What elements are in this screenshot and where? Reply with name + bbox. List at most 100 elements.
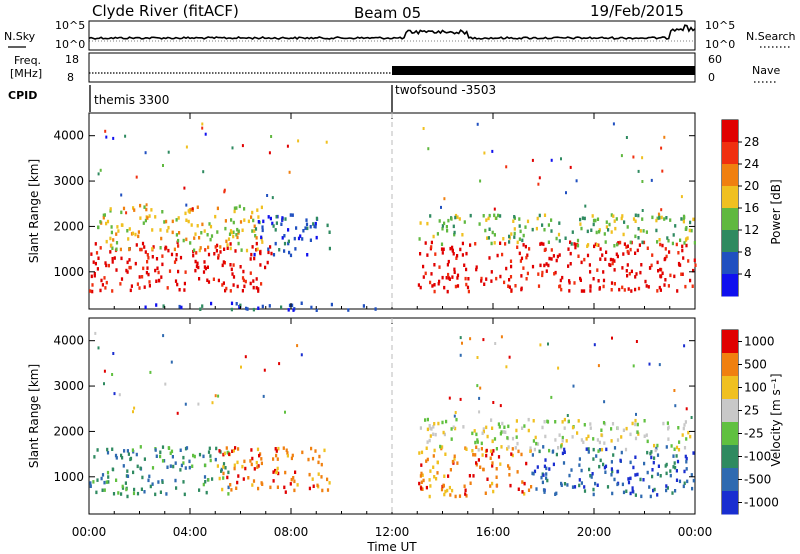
data-cell xyxy=(229,289,232,293)
data-cell xyxy=(666,486,669,490)
data-cell xyxy=(222,465,225,469)
cpid-label: CPID xyxy=(8,89,37,102)
data-cell xyxy=(637,236,640,240)
data-cell xyxy=(477,458,480,462)
data-cell xyxy=(466,285,470,290)
data-cell xyxy=(226,475,229,480)
data-cell xyxy=(543,263,546,268)
data-cell xyxy=(463,220,466,224)
data-cell xyxy=(665,254,668,259)
data-cell xyxy=(604,240,607,244)
sparse-cell xyxy=(176,411,179,415)
data-cell xyxy=(112,238,115,242)
data-cell xyxy=(583,489,587,493)
data-cell xyxy=(127,452,130,456)
data-cell xyxy=(612,214,615,218)
data-cell xyxy=(251,229,254,233)
data-cell xyxy=(507,424,510,429)
data-cell xyxy=(639,229,642,233)
data-cell xyxy=(651,468,654,472)
data-cell xyxy=(613,219,616,223)
sparse-cell xyxy=(440,205,442,209)
data-cell xyxy=(111,447,114,451)
data-cell xyxy=(683,423,686,427)
data-cell xyxy=(449,246,452,251)
sparse-cell xyxy=(185,203,188,207)
data-cell xyxy=(539,263,542,268)
data-cell xyxy=(281,216,284,220)
data-cell xyxy=(159,454,162,459)
data-cell xyxy=(188,459,191,464)
data-cell xyxy=(145,270,148,275)
sparse-cell xyxy=(611,336,613,340)
data-cell xyxy=(260,461,263,466)
data-cell xyxy=(151,255,154,259)
sparse-cell xyxy=(296,344,299,348)
data-cell xyxy=(105,239,108,244)
data-cell xyxy=(532,472,535,476)
data-cell xyxy=(223,451,226,456)
sparse-cell xyxy=(625,136,628,139)
sparse-cell xyxy=(632,364,635,368)
data-cell xyxy=(433,475,436,479)
data-cell xyxy=(621,482,624,487)
data-cell xyxy=(146,260,149,264)
data-cell xyxy=(535,226,538,231)
data-cell xyxy=(251,456,254,461)
data-cell xyxy=(581,216,584,220)
data-cell xyxy=(657,464,660,468)
data-cell xyxy=(176,282,179,287)
data-cell xyxy=(586,244,589,248)
sparse-cell xyxy=(164,382,167,386)
data-cell xyxy=(456,276,459,280)
data-cell xyxy=(426,253,429,257)
data-cell xyxy=(656,453,660,457)
data-cell xyxy=(102,213,105,218)
data-cell xyxy=(574,243,577,247)
freq-tick-bottom: 8 xyxy=(67,71,74,84)
data-cell xyxy=(111,246,114,250)
data-cell xyxy=(243,218,246,222)
data-cell xyxy=(199,246,202,250)
sparse-cell xyxy=(241,144,244,148)
data-cell xyxy=(587,447,590,451)
data-cell xyxy=(238,204,241,209)
data-cell xyxy=(619,458,622,463)
data-cell xyxy=(180,463,183,468)
sparse-cell xyxy=(149,370,152,374)
data-cell xyxy=(520,274,523,278)
data-cell xyxy=(464,276,467,281)
data-cell xyxy=(443,285,446,290)
data-cell xyxy=(683,469,686,474)
data-cell xyxy=(631,489,634,493)
data-cell xyxy=(305,218,308,222)
data-cell xyxy=(542,242,545,246)
data-cell xyxy=(214,245,217,249)
sparse-cell xyxy=(459,397,462,401)
data-cell xyxy=(264,265,267,270)
data-cell xyxy=(561,435,564,440)
sparse-cell xyxy=(125,211,128,215)
data-cell xyxy=(123,449,126,453)
data-cell xyxy=(443,492,446,497)
sparse-cell xyxy=(262,394,265,398)
data-cell xyxy=(616,426,619,431)
data-cell xyxy=(208,446,211,451)
data-cell xyxy=(444,489,447,494)
data-cell xyxy=(659,474,662,478)
data-cell xyxy=(126,494,129,499)
data-cell xyxy=(587,434,590,439)
data-cell xyxy=(602,270,605,274)
data-cell xyxy=(422,275,425,279)
data-cell xyxy=(683,446,687,450)
data-cell xyxy=(220,469,223,473)
data-cell xyxy=(275,453,278,458)
data-cell xyxy=(235,233,238,237)
data-cell xyxy=(652,488,655,493)
data-cell xyxy=(616,482,619,487)
data-cell xyxy=(508,473,511,477)
data-cell xyxy=(141,475,144,480)
data-cell xyxy=(481,431,484,435)
sparse-cell xyxy=(479,179,482,183)
data-cell xyxy=(608,222,611,227)
